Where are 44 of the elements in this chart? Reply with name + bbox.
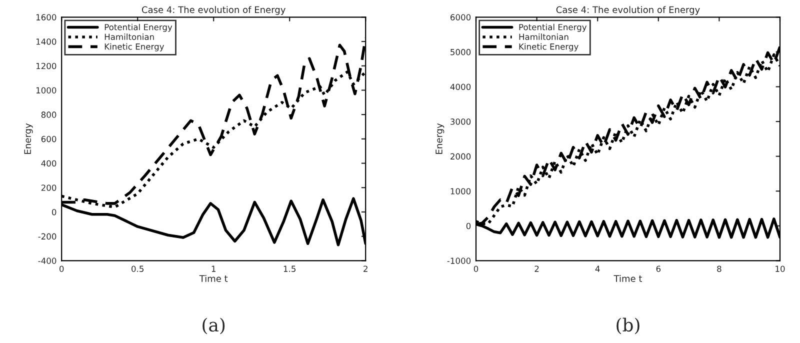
x-tick-label: 1 — [212, 266, 216, 272]
x-tick-label: 0 — [474, 266, 478, 272]
text: (a) — [202, 318, 225, 334]
x-axis-title: Time t — [614, 274, 642, 282]
legend-label: Potential Energy — [519, 24, 587, 32]
y-tick-label: 1200 — [36, 62, 56, 70]
y-tick-label: 800 — [41, 112, 56, 118]
legend-label: Hamiltonian — [104, 34, 154, 40]
chart-title: Case 4: The evolution of Energy — [556, 6, 700, 15]
y-tick-label: 0 — [52, 208, 56, 216]
y-tick-label: -1000 — [447, 258, 471, 264]
y-tick-label: -400 — [38, 258, 56, 264]
legend-label: Kinetic Energy — [104, 43, 164, 52]
x-tick-label: 8 — [717, 266, 722, 272]
legend-label: Hamiltonian — [519, 34, 568, 40]
y-tick-label: 1000 — [450, 188, 471, 194]
y-axis-title: Energy — [436, 123, 444, 154]
y-tick-label: 4000 — [450, 84, 471, 90]
x-tick-label: 10 — [776, 266, 785, 272]
y-tick-label: 1000 — [36, 87, 56, 94]
y-tick-label: 3000 — [450, 118, 471, 125]
x-tick-label: 2 — [534, 266, 539, 272]
x-tick-label: 0 — [60, 266, 64, 272]
x-axis-title: Time t — [199, 274, 228, 282]
y-tick-label: 600 — [41, 136, 56, 142]
y-tick-label: 1600 — [36, 14, 56, 20]
x-tick-label: 2 — [364, 266, 368, 272]
y-tick-label: 1400 — [36, 38, 56, 45]
x-tick-label: 4 — [595, 266, 600, 272]
x-tick-label: 6 — [656, 266, 661, 272]
x-tick-label: 0.5 — [132, 266, 144, 272]
y-tick-label: 200 — [41, 184, 56, 191]
chart-title: Case 4: The evolution of Energy — [142, 6, 286, 15]
y-tick-label: 400 — [41, 160, 56, 167]
x-tick-label: 1.5 — [284, 266, 296, 272]
text: (b) — [616, 318, 640, 334]
y-tick-label: 6000 — [450, 14, 471, 20]
y-tick-label: 0 — [466, 222, 471, 230]
legend-label: Potential Energy — [104, 24, 172, 32]
y-tick-label: 5000 — [450, 48, 471, 56]
y-tick-label: -200 — [38, 233, 56, 240]
y-axis-title: Energy — [24, 123, 33, 154]
y-tick-label: 2000 — [450, 153, 471, 160]
legend-label: Kinetic Energy — [519, 43, 578, 52]
